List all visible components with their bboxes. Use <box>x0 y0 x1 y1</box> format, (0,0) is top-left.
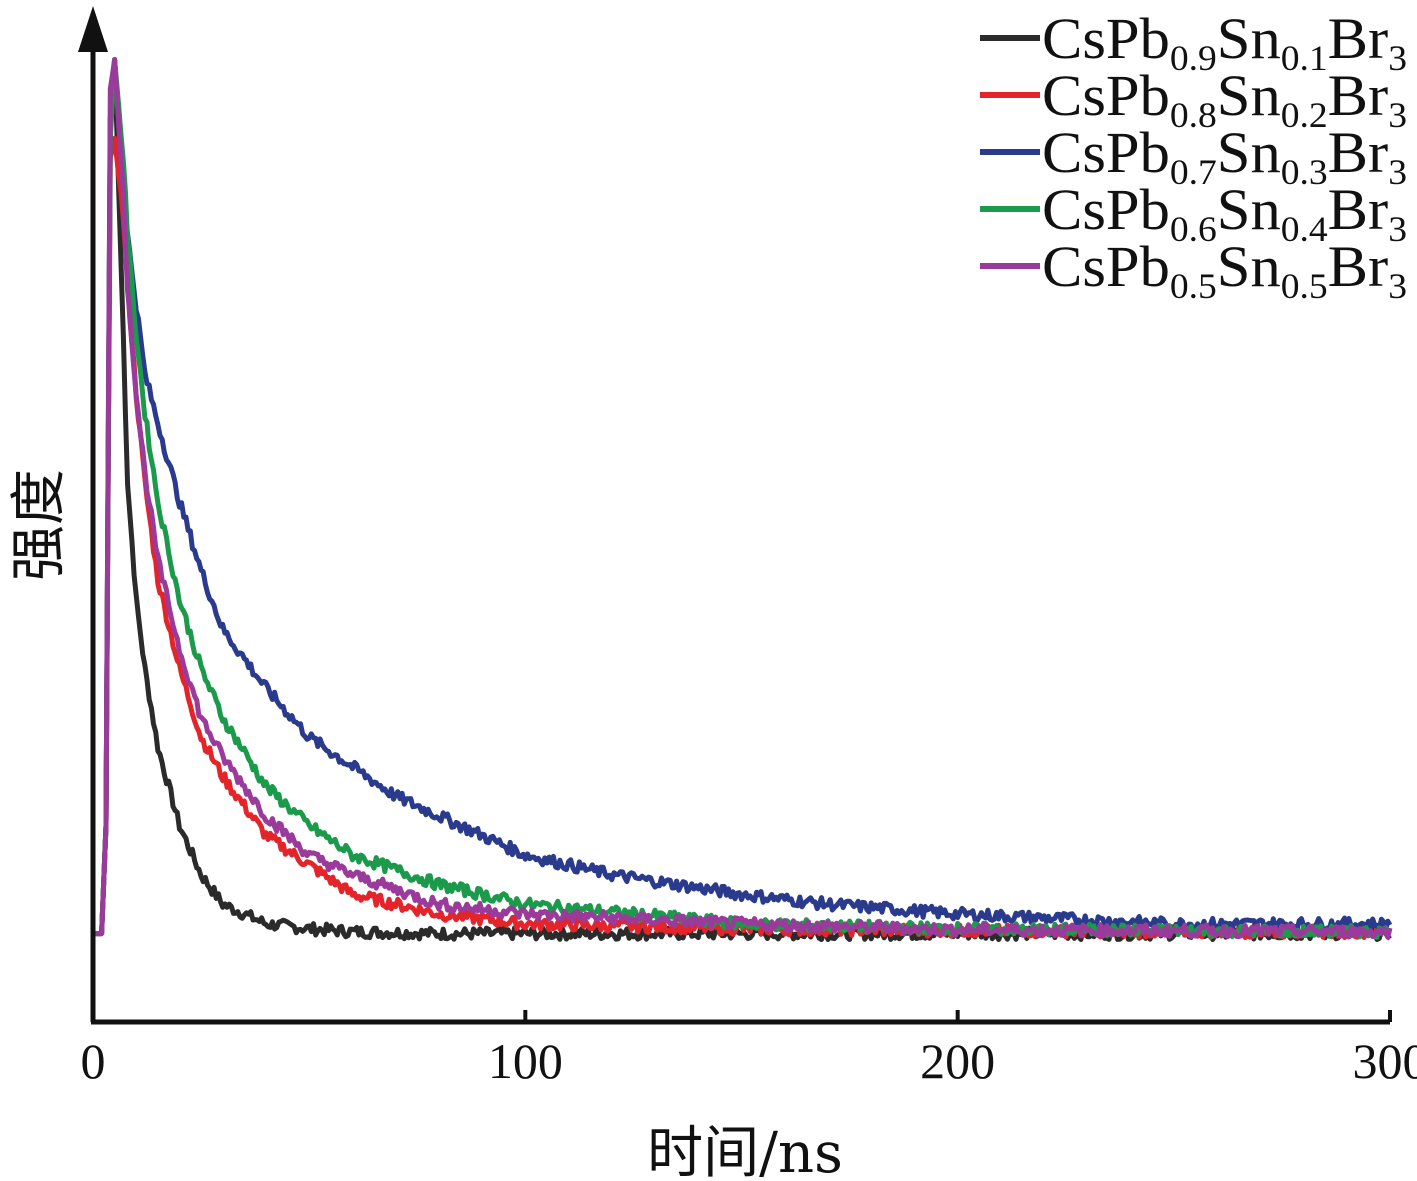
y-axis-arrowhead <box>78 6 108 52</box>
legend-element-symbol: Br <box>1328 63 1389 128</box>
legend-label-1: CsPb 0.9Sn0.1Br3 <box>1042 6 1407 78</box>
legend-label-4: CsPb 0.6Sn0.4Br3 <box>1042 177 1407 249</box>
legend-element-symbol: Br <box>1328 234 1389 299</box>
x-tick-label: 100 <box>488 1033 563 1089</box>
legend-element-symbol: Sn <box>1217 234 1281 299</box>
legend-element-symbol: Sn <box>1217 177 1281 242</box>
series-line-1 <box>92 57 1392 942</box>
legend-element-symbol: Br <box>1328 177 1389 242</box>
x-tick-label: 0 <box>81 1033 106 1089</box>
series-layer <box>92 57 1393 942</box>
legend-element-symbol: CsPb <box>1042 63 1170 128</box>
x-tick-label: 200 <box>920 1033 995 1089</box>
legend-subscript: 0.6 <box>1170 209 1217 249</box>
legend-subscript: 0.3 <box>1281 152 1328 192</box>
legend-label-5: CsPb 0.5Sn0.5Br3 <box>1042 234 1407 306</box>
legend-subscript: 0.5 <box>1281 266 1328 306</box>
legend-subscript: 3 <box>1388 209 1407 249</box>
legend-subscript: 3 <box>1388 266 1407 306</box>
legend-element-symbol: Br <box>1328 6 1389 71</box>
x-tick-label: 300 <box>1353 1033 1417 1089</box>
legend-label-3: CsPb 0.7Sn0.3Br3 <box>1042 120 1407 192</box>
legend-element-symbol: Sn <box>1217 6 1281 71</box>
x-tick-layer: 0 100 200 300 <box>81 1010 1417 1089</box>
legend-subscript: 0.5 <box>1170 266 1217 306</box>
legend-subscript: 0.7 <box>1170 152 1217 192</box>
series-line-5 <box>92 57 1393 940</box>
legend-subscript: 0.4 <box>1281 209 1328 249</box>
legend-subscript: 0.9 <box>1170 38 1217 78</box>
legend-subscript: 0.1 <box>1281 38 1328 78</box>
legend-element-symbol: CsPb <box>1042 234 1170 299</box>
legend-subscript: 3 <box>1388 95 1407 135</box>
legend-subscript: 0.8 <box>1170 95 1217 135</box>
legend-element-symbol: Sn <box>1217 120 1281 185</box>
y-axis-title: 强度 <box>7 469 72 581</box>
legend-subscript: 3 <box>1388 38 1407 78</box>
legend-element-symbol: Br <box>1328 120 1389 185</box>
legend-subscript: 0.2 <box>1281 95 1328 135</box>
legend-element-symbol: Sn <box>1217 63 1281 128</box>
series-line-2 <box>92 135 1391 940</box>
legend-subscript: 3 <box>1388 152 1407 192</box>
legend-label-2: CsPb 0.8Sn0.2Br3 <box>1042 63 1407 135</box>
legend-element-symbol: CsPb <box>1042 120 1170 185</box>
legend-element-symbol: CsPb <box>1042 177 1170 242</box>
legend-element-symbol: CsPb <box>1042 6 1170 71</box>
x-axis-title: 时间/ns <box>647 1121 843 1181</box>
